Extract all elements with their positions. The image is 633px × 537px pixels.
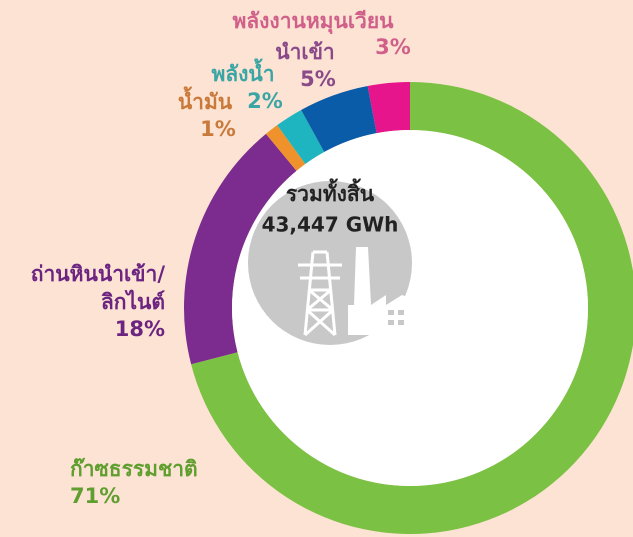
donut	[184, 82, 633, 534]
power-icon	[298, 247, 420, 337]
slice	[301, 86, 377, 153]
value-label: 5%	[300, 67, 336, 91]
value-label: 1%	[200, 117, 236, 141]
category-label: นำเข้า	[275, 40, 334, 64]
category-label: ก๊าซธรรมชาติ	[70, 457, 198, 481]
slice	[367, 82, 410, 134]
category-label: พลังงานหมุนเวียน	[232, 9, 394, 35]
value-label: 18%	[115, 317, 165, 341]
category-label: ถ่านหินนำเข้า/ลิกไนต์	[31, 262, 166, 314]
category-label: น้ำมัน	[178, 86, 233, 114]
slice	[265, 125, 306, 171]
slice	[184, 133, 297, 365]
value-label: 3%	[375, 35, 411, 59]
slice	[277, 109, 325, 164]
value-label: 2%	[247, 89, 283, 113]
center-circle	[248, 181, 412, 345]
total-title: รวมทั้งสิ้น	[286, 178, 375, 206]
total-value: 43,447 GWh	[262, 213, 399, 237]
value-label: 71%	[70, 484, 120, 508]
category-label: พลังน้ำ	[211, 58, 274, 86]
